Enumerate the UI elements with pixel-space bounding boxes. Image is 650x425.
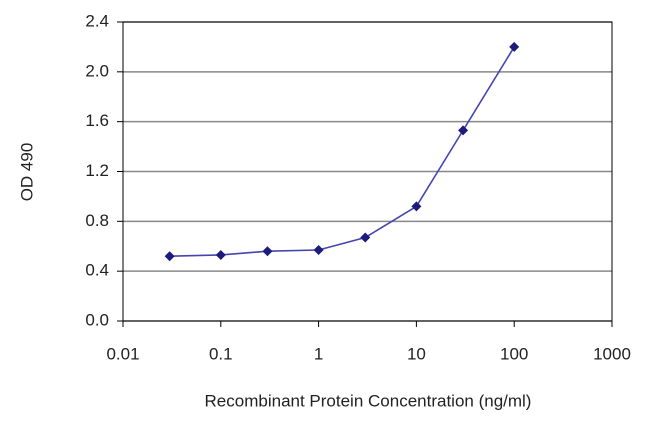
y-tick-label: 0.0 — [85, 310, 109, 329]
data-point — [458, 125, 469, 136]
y-tick-label: 1.2 — [85, 161, 109, 180]
plot-frame — [122, 21, 613, 322]
data-point — [215, 249, 226, 260]
data-point — [411, 201, 422, 212]
y-tick-label: 2.4 — [85, 11, 109, 30]
x-tick-label: 0.01 — [106, 344, 139, 363]
y-tick-label: 0.8 — [85, 211, 109, 230]
y-tick-label: 2.0 — [85, 61, 109, 80]
x-tick-label: 0.1 — [209, 344, 233, 363]
data-point — [313, 244, 324, 255]
y-tick-label: 0.4 — [85, 261, 109, 280]
data-point — [509, 41, 520, 52]
series-line — [169, 46, 515, 258]
y-tick-label: 1.6 — [85, 111, 109, 130]
data-point — [164, 251, 175, 262]
data-point — [360, 232, 371, 243]
y-axis-label: OD 490 — [17, 143, 36, 202]
x-tick-label: 100 — [500, 344, 528, 363]
x-tick-label: 1 — [314, 344, 323, 363]
x-tick-label: 1000 — [593, 344, 631, 363]
x-axis-label: Recombinant Protein Concentration (ng/ml… — [205, 391, 532, 410]
x-tick-label: 10 — [407, 344, 426, 363]
data-point — [262, 246, 273, 257]
